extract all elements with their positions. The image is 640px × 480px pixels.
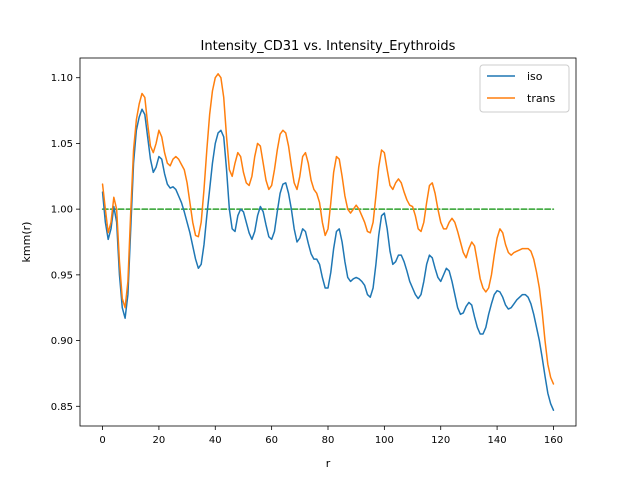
chart-title: Intensity_CD31 vs. Intensity_Erythroids <box>201 39 456 54</box>
y-axis: 0.85 0.90 0.95 1.00 1.05 1.10 <box>51 73 80 413</box>
x-tick-label: 120 <box>431 435 450 446</box>
y-tick-label: 0.95 <box>51 270 73 281</box>
y-tick-label: 0.85 <box>51 402 73 413</box>
y-axis-label: kmm(r) <box>20 222 33 263</box>
y-tick-label: 1.05 <box>51 139 73 150</box>
series-line-iso <box>101 108 555 411</box>
legend-label-trans: trans <box>527 92 556 105</box>
x-tick-label: 60 <box>265 435 278 446</box>
plot-background <box>80 58 576 426</box>
x-tick-label: 140 <box>488 435 507 446</box>
y-tick-label: 1.00 <box>51 205 73 216</box>
x-tick-label: 20 <box>153 435 166 446</box>
x-tick-label: 40 <box>209 435 222 446</box>
x-tick-label: 80 <box>322 435 335 446</box>
x-tick-label: 100 <box>375 435 394 446</box>
series-line-trans <box>101 73 555 385</box>
legend-label-iso: iso <box>527 70 543 83</box>
x-tick-label: 0 <box>99 435 105 446</box>
y-tick-label: 0.90 <box>51 336 73 347</box>
legend: iso trans <box>479 64 570 113</box>
x-axis-label: r <box>326 457 331 470</box>
x-tick-label: 160 <box>544 435 563 446</box>
plot-area <box>79 57 577 427</box>
y-tick-label: 1.10 <box>51 73 73 84</box>
legend-box <box>479 64 570 113</box>
series-layer <box>101 73 555 411</box>
x-axis: 0 20 40 60 80 100 120 140 160 <box>99 426 563 446</box>
